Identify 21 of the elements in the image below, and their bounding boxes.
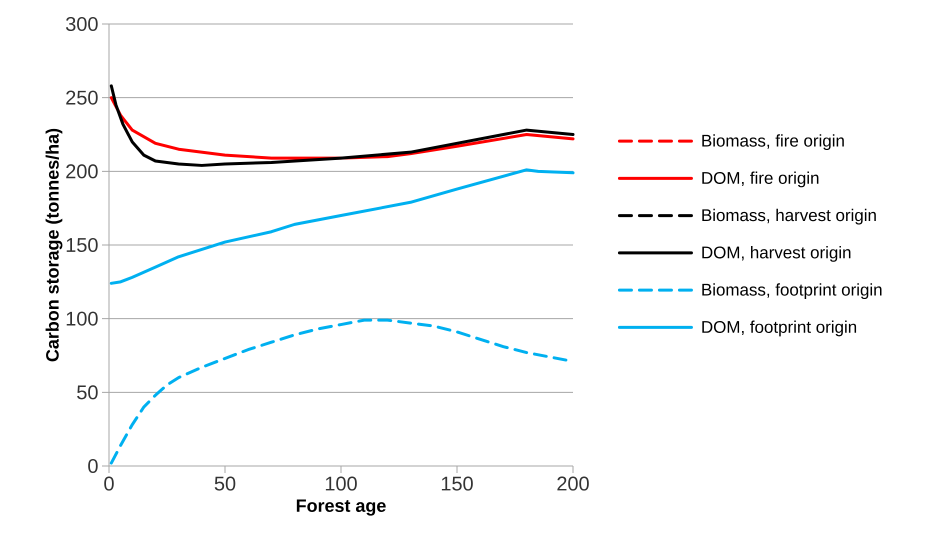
y-tick-label: 200 — [66, 164, 98, 178]
y-tick-label: 150 — [66, 238, 98, 252]
x-tick-label: 200 — [557, 476, 589, 491]
y-tick-label: 50 — [77, 385, 98, 400]
y-axis-title: Carbon storage (tonnes/ha) — [46, 128, 62, 362]
x-tick-label: 100 — [326, 476, 357, 491]
x-tick-label: 50 — [214, 476, 236, 491]
legend-label: Biomass, footprint origin — [702, 283, 882, 300]
line-series — [110, 84, 575, 167]
y-tick-label: 0 — [88, 458, 98, 474]
legend-label: DOM, footprint origin — [702, 320, 856, 336]
y-tick-label: 100 — [66, 312, 98, 326]
legend-label: DOM, harvest origin — [702, 246, 850, 262]
legend-label: DOM, fire origin — [702, 172, 818, 188]
y-tick-label: 300 — [66, 16, 98, 32]
x-tick-label: 0 — [104, 476, 114, 491]
x-axis-title: Forest age — [296, 499, 386, 516]
y-tick-label: 250 — [66, 90, 98, 105]
legend-label: Biomass, fire origin — [702, 134, 844, 150]
x-tick-label: 150 — [442, 476, 473, 491]
legend-label: Biomass, harvest origin — [702, 208, 876, 225]
